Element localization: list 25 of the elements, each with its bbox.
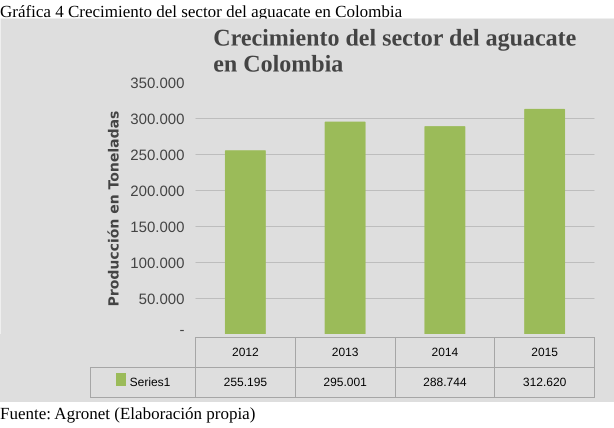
- y-tick-label: 200.000: [130, 183, 185, 200]
- y-axis-title: Producción en Toneladas: [106, 110, 122, 306]
- y-tick-label: 250.000: [130, 147, 185, 164]
- x-tick-label: 2013: [295, 338, 395, 368]
- chart-title: Crecimiento del sector del aguacate en Colombia: [213, 26, 577, 78]
- data-label: 288.744: [395, 368, 495, 398]
- y-tick-label: 100.000: [130, 255, 185, 272]
- x-tick-label: 2012: [196, 338, 296, 368]
- bar: [424, 126, 466, 334]
- data-label: 255.195: [196, 368, 296, 398]
- data-label: 295.001: [295, 368, 395, 398]
- bar: [524, 108, 566, 334]
- bar: [324, 122, 366, 334]
- y-tick-label: 300.000: [130, 111, 185, 128]
- y-tick-label: 350.000: [130, 75, 185, 92]
- legend-label: Series1: [90, 368, 196, 398]
- data-label: 312.620: [494, 368, 594, 398]
- text: Gráfica 4 Crecimiento del sector del aguacate en Colombia: [0, 1, 402, 23]
- source-note: Fuente: Agronet (Elaboración propia): [0, 403, 256, 425]
- y-tick-label: -: [180, 322, 185, 338]
- bar: [224, 150, 266, 334]
- y-tick-label: 150.000: [130, 219, 185, 236]
- y-tick-label: 50.000: [138, 291, 185, 308]
- x-tick-label: 2015: [494, 338, 594, 368]
- x-tick-label: 2014: [395, 338, 495, 368]
